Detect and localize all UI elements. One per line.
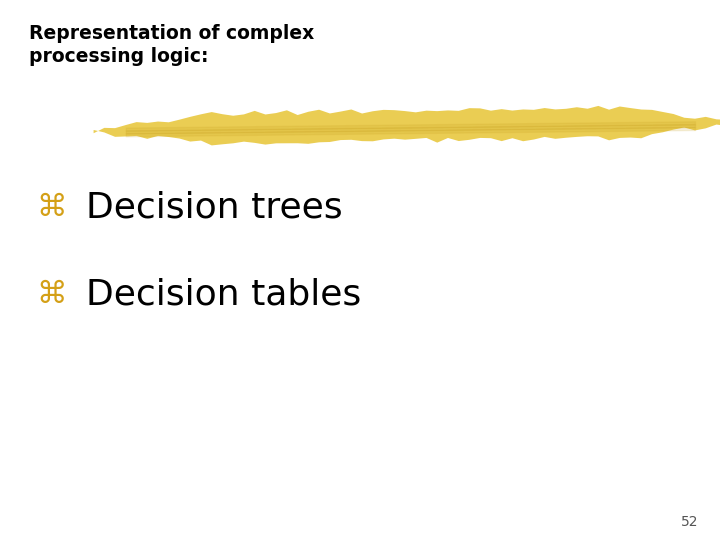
Text: 52: 52	[681, 515, 698, 529]
Text: Representation of complex
processing logic:: Representation of complex processing log…	[29, 24, 314, 66]
Text: Decision trees: Decision trees	[86, 191, 343, 225]
Text: ⌘: ⌘	[36, 193, 66, 222]
Text: Decision tables: Decision tables	[86, 278, 361, 311]
Text: ⌘: ⌘	[36, 280, 66, 309]
Polygon shape	[94, 106, 720, 145]
